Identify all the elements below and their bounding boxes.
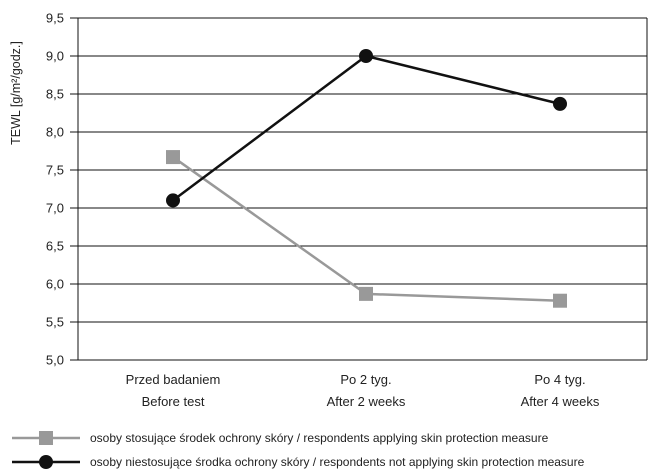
legend-label: osoby niestosujące środka ochrony skóry … [90, 455, 585, 469]
y-tick-label: 9,5 [46, 11, 64, 26]
y-axis-ticks: 5,0 5,5 6,0 6,5 7,0 7,5 8,0 8,5 9,0 9,5 [46, 11, 64, 368]
series-group [166, 49, 567, 308]
data-point-circle [359, 49, 373, 63]
y-axis-label: TEWL [g/m²/godz.] [9, 41, 23, 145]
x-tick-label: Po 4 tyg. [534, 372, 585, 387]
series-line [172, 156, 561, 302]
y-tick-label: 6,0 [46, 277, 64, 292]
data-point-circle [553, 96, 567, 111]
data-point-square [553, 293, 567, 308]
x-tick-label: Before test [142, 394, 205, 409]
y-tick-label: 7,5 [46, 163, 64, 178]
legend-label: osoby stosujące środek ochrony skóry / r… [90, 431, 549, 445]
y-tick-label: 7,0 [46, 201, 64, 216]
y-tick-label: 5,0 [46, 353, 64, 368]
y-tick-label: 8,5 [46, 87, 64, 102]
x-tick-label: Po 2 tyg. [340, 372, 391, 387]
legend-marker-circle [39, 455, 53, 469]
x-tick-label: After 4 weeks [521, 394, 600, 409]
x-tick-label: After 2 weeks [327, 394, 406, 409]
legend: osoby stosujące środek ochrony skóry / r… [12, 431, 585, 469]
y-tick-label: 9,0 [46, 49, 64, 64]
data-point-square [359, 286, 373, 301]
x-tick-label: Przed badaniem [126, 372, 221, 387]
series-line [172, 54, 561, 202]
data-point-square [166, 150, 180, 165]
data-point-circle [166, 193, 180, 208]
y-tick-label: 5,5 [46, 315, 64, 330]
x-axis-ticks: Przed badaniem Before test Po 2 tyg. After … [126, 372, 600, 409]
legend-marker-square [39, 431, 53, 445]
y-tick-label: 6,5 [46, 239, 64, 254]
y-tick-label: 8,0 [46, 125, 64, 140]
grid-lines [70, 17, 648, 361]
